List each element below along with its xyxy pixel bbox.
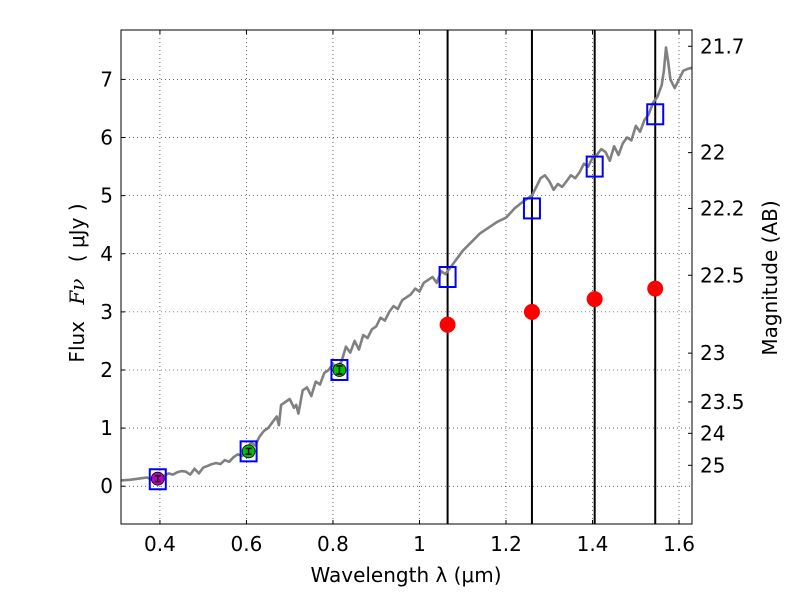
nir-photometry-point [439,316,456,333]
synthetic-photometry-square [585,155,604,178]
grid-lines [121,30,692,524]
mag-tick-label: 24 [700,421,725,445]
y-tick-label: 5 [100,184,113,208]
mag-tick-label: 22.2 [700,196,745,220]
plot-area-content [121,46,692,491]
y-tick-label: 3 [100,300,113,324]
nir-photometry-point [647,280,664,297]
synthetic-photometry-square [148,468,167,491]
nir-photometry-point [523,303,540,320]
svg-text:Flux Fν ( μJy ): Flux Fν ( μJy ) [65,203,89,362]
x-tick-label: 1 [413,532,426,556]
y-axis-label-symbol: Fν [65,279,89,306]
mag-tick-label: 25 [700,453,725,477]
y-axis-label-units: ( μJy ) [65,203,89,262]
data-markers [148,103,665,491]
vertical-marker-lines [446,30,657,524]
x-tick-label: 1.2 [490,532,522,556]
tick-labels: 0.4 0.6 0.8 1 1.2 1.4 1.60123456721.72222.222.… [100,34,744,556]
y-tick-label: 7 [100,67,113,91]
x-tick-label: 1.6 [663,532,695,556]
y-axis-label: Flux Fν ( μJy ) [65,203,89,362]
axis-ticks [121,30,692,524]
spectrum-line [121,46,692,482]
synthetic-photometry-square [330,358,349,381]
mag-tick-label: 22.5 [700,263,745,287]
plot-frame [120,29,693,525]
synthetic-photometry-square [239,440,258,463]
mag-tick-label: 22 [700,141,725,165]
x-tick-label: 0.6 [231,532,263,556]
y-tick-label: 2 [100,358,113,382]
y-axis-label-text: Flux [65,321,89,363]
y-tick-label: 4 [100,242,113,266]
y-tick-label: 1 [100,416,113,440]
x-tick-label: 0.8 [317,532,349,556]
mag-tick-label: 23.5 [700,390,745,414]
nir-photometry-point [586,291,603,308]
x-tick-label: 0.4 [144,532,176,556]
synthetic-photometry-square [522,197,541,220]
synthetic-photometry-square [646,103,665,126]
y2-axis-label: Magnitude (AB) [758,200,782,355]
mag-tick-label: 23 [700,341,725,365]
synthetic-photometry-square [438,266,457,288]
mag-tick-label: 21.7 [700,34,745,58]
y-tick-label: 6 [100,126,113,150]
x-axis-label: Wavelength λ (μm) [310,563,501,587]
y-tick-label: 0 [100,474,113,498]
x-tick-label: 1.4 [577,532,609,556]
